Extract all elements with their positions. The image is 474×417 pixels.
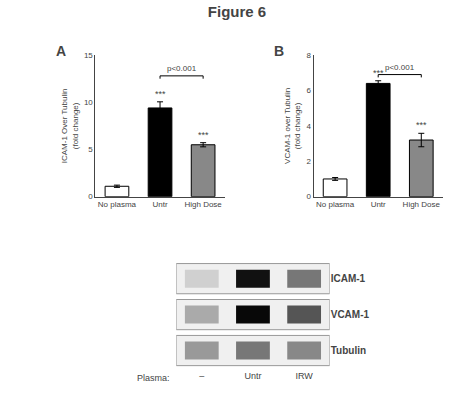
svg-text:Untr: Untr (152, 200, 167, 209)
svg-text:8: 8 (307, 51, 312, 60)
svg-text:***: *** (373, 68, 384, 78)
svg-text:Untr: Untr (371, 200, 386, 209)
svg-text:B: B (274, 43, 284, 59)
svg-text:***: *** (198, 130, 209, 140)
svg-text:0: 0 (307, 192, 312, 201)
svg-text:IRW: IRW (295, 371, 313, 381)
svg-text:p<0.001: p<0.001 (385, 63, 415, 72)
svg-text:Untr: Untr (244, 371, 261, 381)
svg-text:VCAM-1: VCAM-1 (331, 309, 370, 320)
svg-text:ICAM-1: ICAM-1 (331, 273, 366, 284)
svg-text:5: 5 (88, 145, 93, 154)
svg-text:High Dose: High Dose (403, 200, 441, 209)
svg-text:***: *** (416, 120, 427, 130)
svg-text:10: 10 (84, 98, 93, 107)
svg-text:6: 6 (307, 86, 312, 95)
svg-text:A: A (56, 43, 66, 59)
svg-text:Tubulin: Tubulin (331, 345, 366, 356)
svg-text:0: 0 (88, 192, 93, 201)
svg-text:High Dose: High Dose (184, 200, 222, 209)
svg-text:4: 4 (307, 122, 312, 131)
svg-text:–: – (199, 371, 204, 381)
svg-text:ICAM-1 Over Tubulin(fold chang: ICAM-1 Over Tubulin(fold change) (60, 89, 79, 164)
svg-text:Plasma:: Plasma: (137, 373, 170, 383)
svg-text:VCAM-1 over Tubulin(fold chang: VCAM-1 over Tubulin(fold change) (283, 88, 302, 164)
svg-text:2: 2 (307, 157, 312, 166)
svg-text:Figure 6: Figure 6 (208, 3, 266, 20)
svg-text:15: 15 (84, 51, 93, 60)
svg-text:No plasma: No plasma (316, 200, 355, 209)
svg-text:p<0.001: p<0.001 (167, 64, 197, 73)
svg-text:***: *** (155, 89, 166, 99)
svg-text:No plasma: No plasma (98, 200, 137, 209)
